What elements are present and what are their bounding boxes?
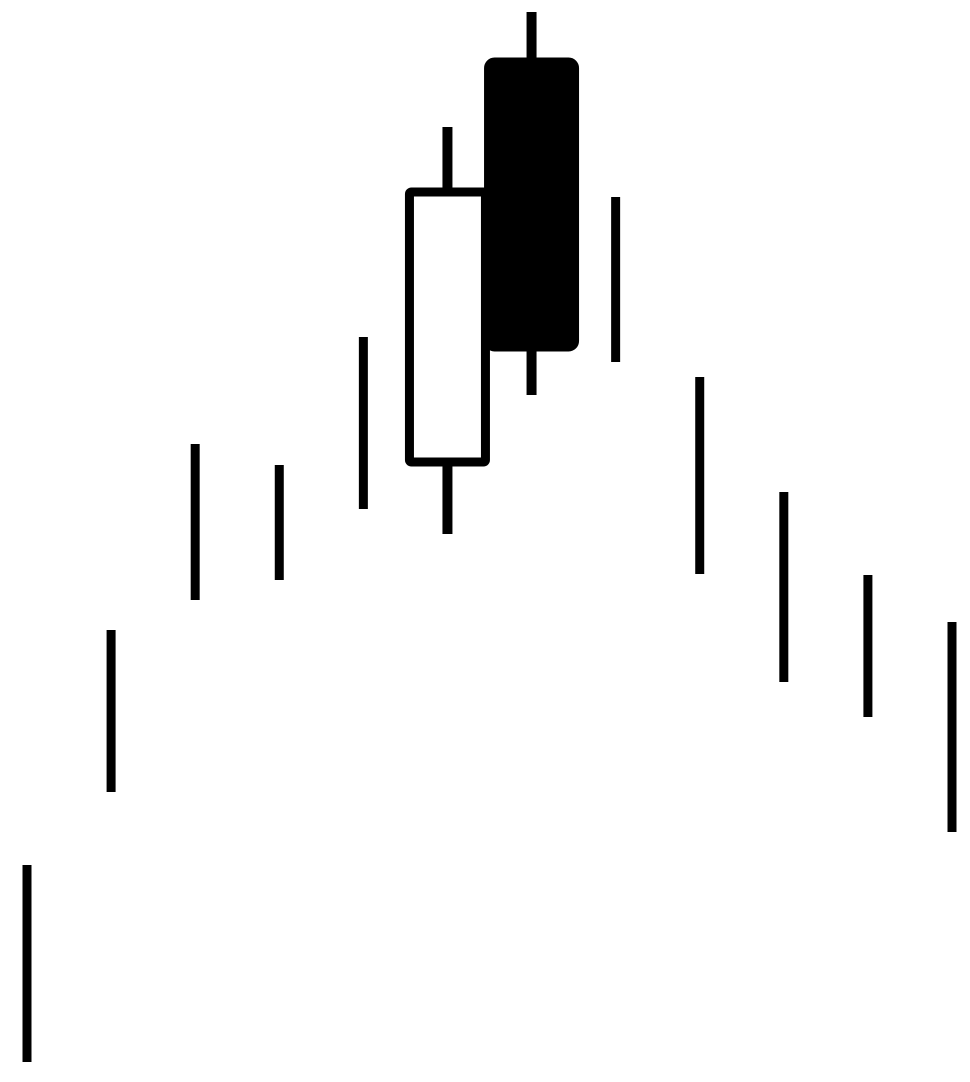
candle-6	[404, 127, 490, 534]
candle-7	[484, 12, 580, 395]
candle-body-6	[404, 187, 490, 467]
candle-body-7	[484, 57, 580, 352]
